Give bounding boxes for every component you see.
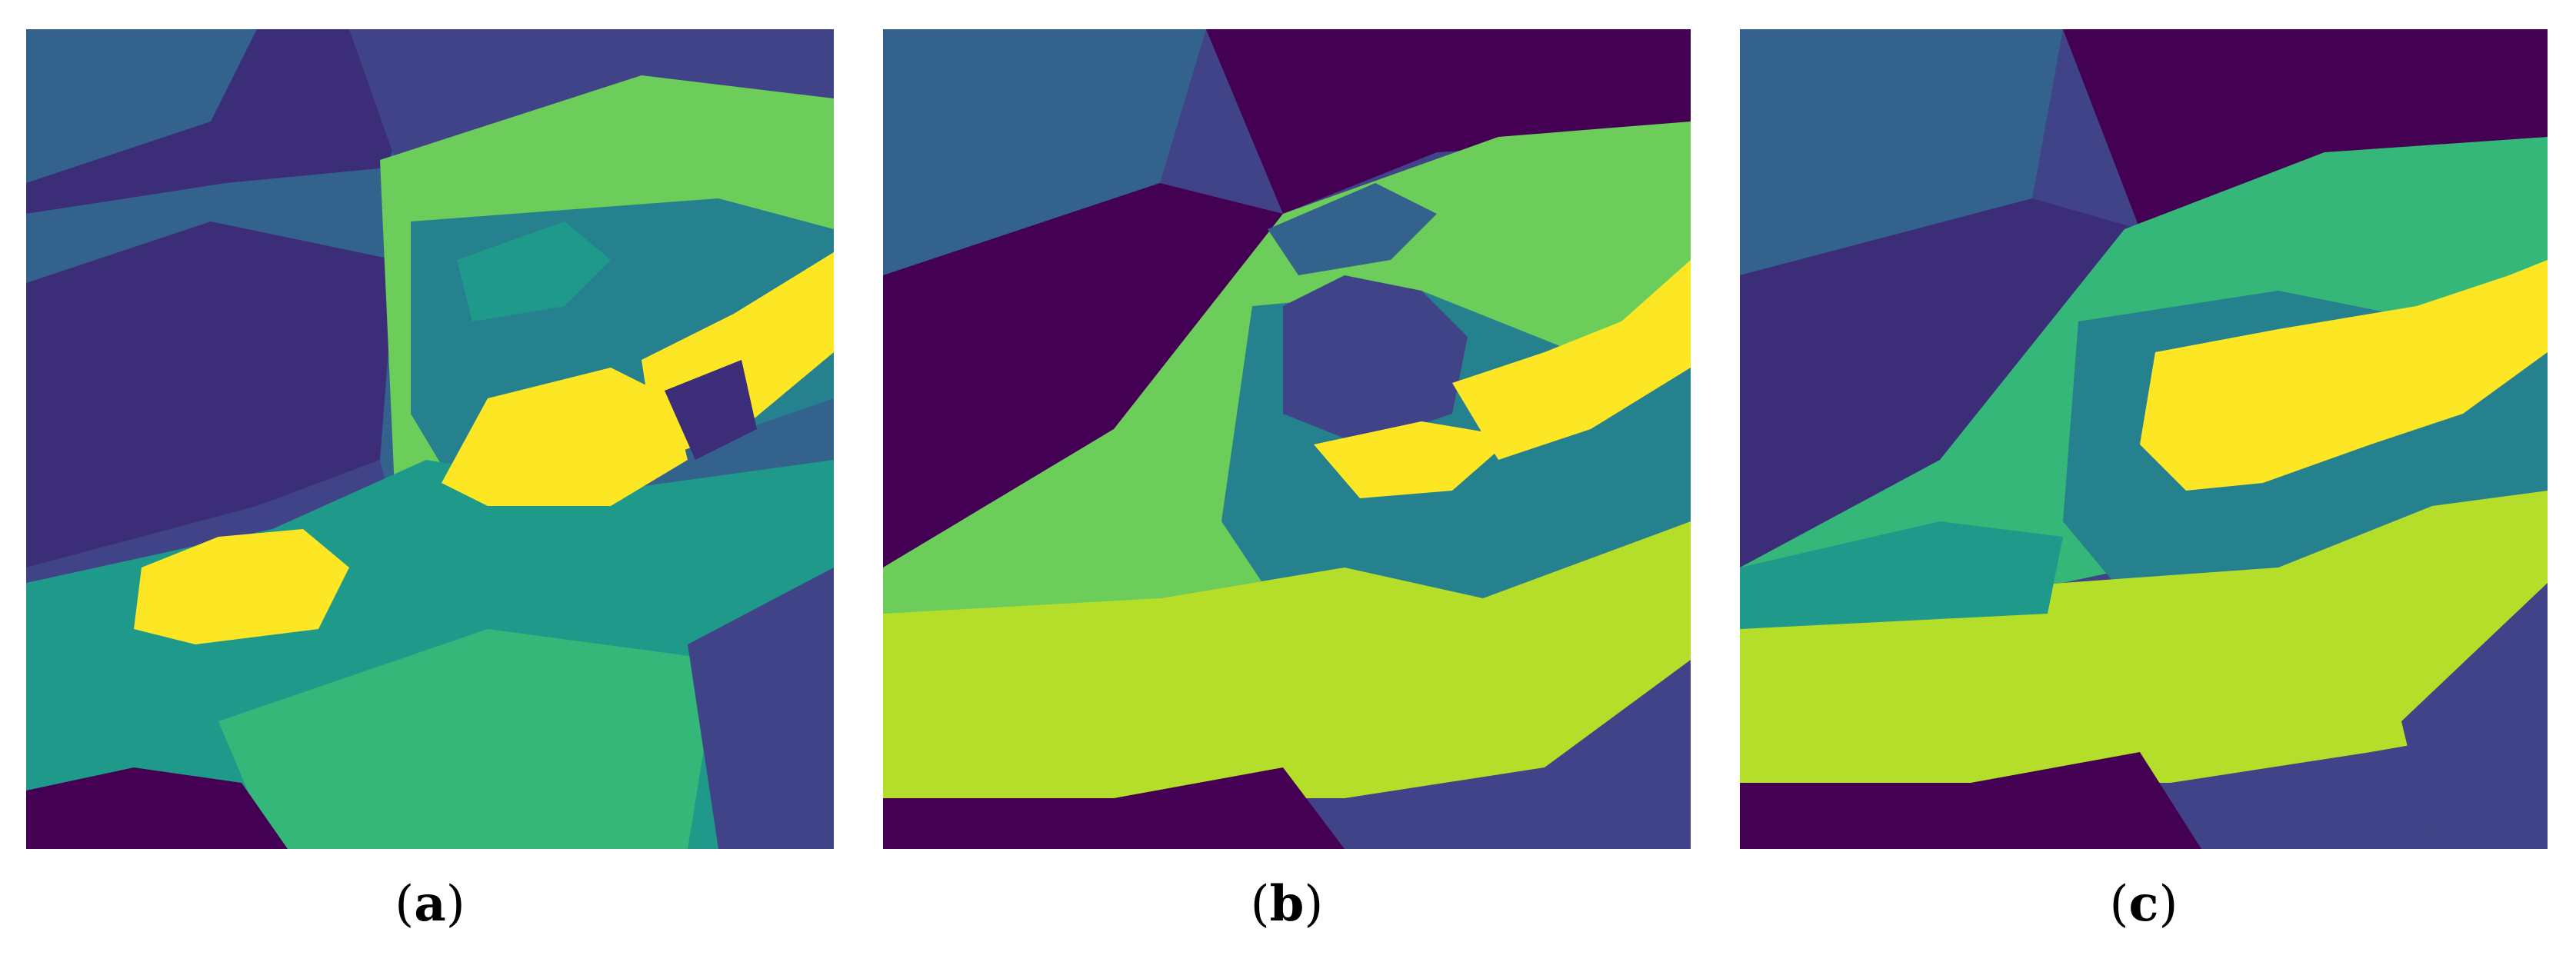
caption-letter: c [2128,875,2159,933]
caption-letter: a [414,875,446,933]
caption-open-paren: ( [395,876,415,933]
caption-letter: b [1269,875,1305,933]
caption-close-paren: ) [445,876,465,933]
caption-c: (c) [1740,874,2548,935]
segmentation-map-a [26,29,834,849]
caption-close-paren: ) [2158,876,2178,933]
caption-b: (b) [883,874,1691,935]
caption-open-paren: ( [1250,876,1270,933]
segmentation-image-a [26,29,834,849]
caption-a: (a) [26,874,834,935]
caption-open-paren: ( [2109,876,2129,933]
caption-close-paren: ) [1304,876,1324,933]
segmentation-image-c [1740,29,2548,849]
segmentation-map-b [883,29,1691,849]
segmentation-image-b [883,29,1691,849]
segmentation-map-c [1740,29,2548,849]
